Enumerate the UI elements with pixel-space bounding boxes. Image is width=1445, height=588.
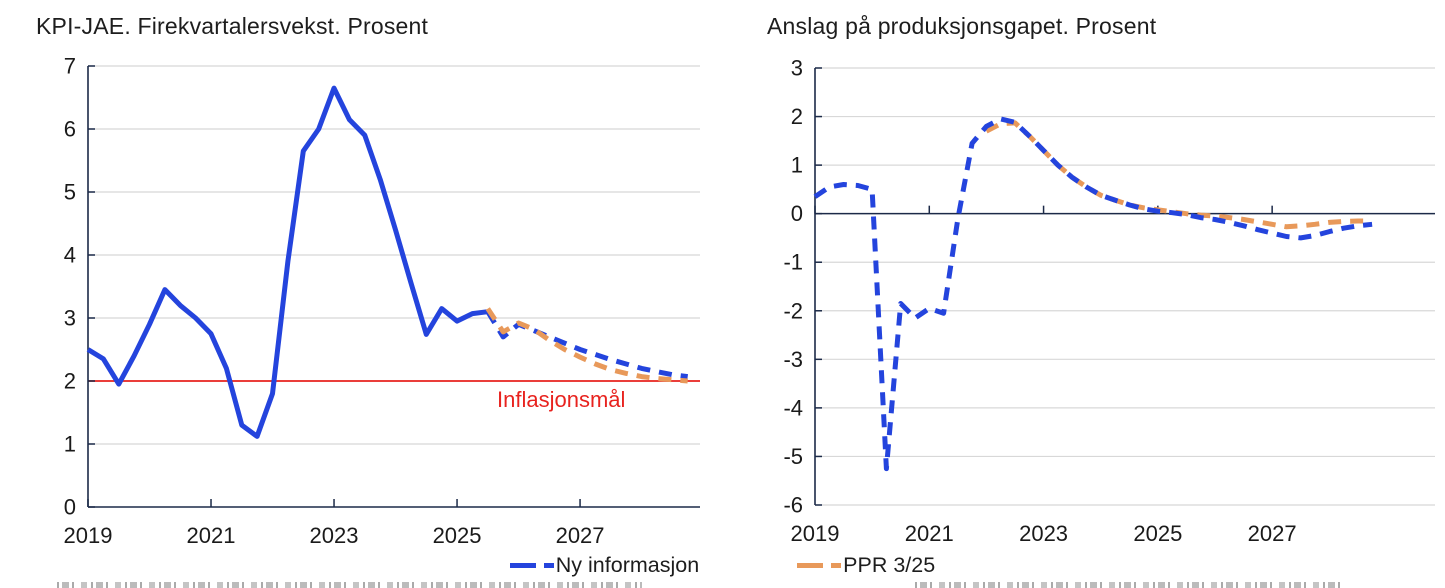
y-tick-label: 1 <box>64 432 76 457</box>
y-tick-label: -6 <box>783 493 803 518</box>
x-tick-label: 2027 <box>1248 521 1297 546</box>
x-tick-label: 2025 <box>1133 521 1182 546</box>
y-tick-label: 2 <box>64 369 76 394</box>
left-chart-title: KPI-JAE. Firekvartalersvekst. Prosent <box>36 13 429 39</box>
x-tick-label: 2025 <box>433 523 482 548</box>
y-tick-label: -4 <box>783 395 803 420</box>
legend-label: Ny informasjon <box>555 553 700 577</box>
y-tick-label: 3 <box>791 56 803 81</box>
y-tick-label: 0 <box>64 495 76 520</box>
y-tick-label: 7 <box>64 54 76 79</box>
x-tick-label: 2021 <box>187 523 236 548</box>
x-tick-label: 2019 <box>64 523 113 548</box>
y-tick-label: 6 <box>64 117 76 142</box>
legend: Ny informasjon PPR 3/25 <box>0 553 1445 578</box>
y-tick-label: -1 <box>783 250 803 275</box>
blue-dash-icon <box>509 563 536 568</box>
legend-item-ppr-3-25: PPR 3/25 <box>797 553 935 578</box>
y-tick-label: -3 <box>783 347 803 372</box>
x-tick-label: 2023 <box>310 523 359 548</box>
y-tick-label: 0 <box>791 201 803 226</box>
right-chart-title: Anslag på produksjonsgapet. Prosent <box>767 13 1157 39</box>
y-tick-label: -2 <box>783 298 803 323</box>
y-tick-label: 5 <box>64 180 76 205</box>
x-tick-label: 2027 <box>556 523 605 548</box>
right-chart: -6 -5 -4 -3 -2 -1 0 1 2 3 2019 2021 2023 2025 2027 <box>783 56 1435 546</box>
y-tick-label: 4 <box>64 243 76 268</box>
orange-dash-icon <box>831 563 842 568</box>
y-tick-label: 3 <box>64 306 76 331</box>
series-ppr-3-25 <box>485 307 688 384</box>
y-tick-label: 1 <box>791 153 803 178</box>
y-tick-label: -5 <box>783 444 803 469</box>
x-tick-label: 2019 <box>791 521 840 546</box>
blue-dash-icon <box>543 563 554 568</box>
orange-dash-icon <box>797 563 824 568</box>
inflation-target-label: Inflasjonsmål <box>497 387 626 412</box>
y-tick-label: 2 <box>791 104 803 129</box>
x-tick-label: 2023 <box>1019 521 1068 546</box>
series-kpi-jae-historisk <box>86 85 489 439</box>
left-chart: 0 1 2 3 4 5 6 7 2019 2021 2023 2025 2027 <box>64 54 700 548</box>
x-tick-label: 2021 <box>905 521 954 546</box>
legend-label: PPR 3/25 <box>843 553 936 577</box>
clipped-source-caption-left <box>57 582 642 588</box>
legend-item-ny-informasjon: Ny informasjon <box>509 553 700 578</box>
clipped-source-caption-right <box>915 582 1347 588</box>
series-ny-informasjon <box>813 116 1373 472</box>
